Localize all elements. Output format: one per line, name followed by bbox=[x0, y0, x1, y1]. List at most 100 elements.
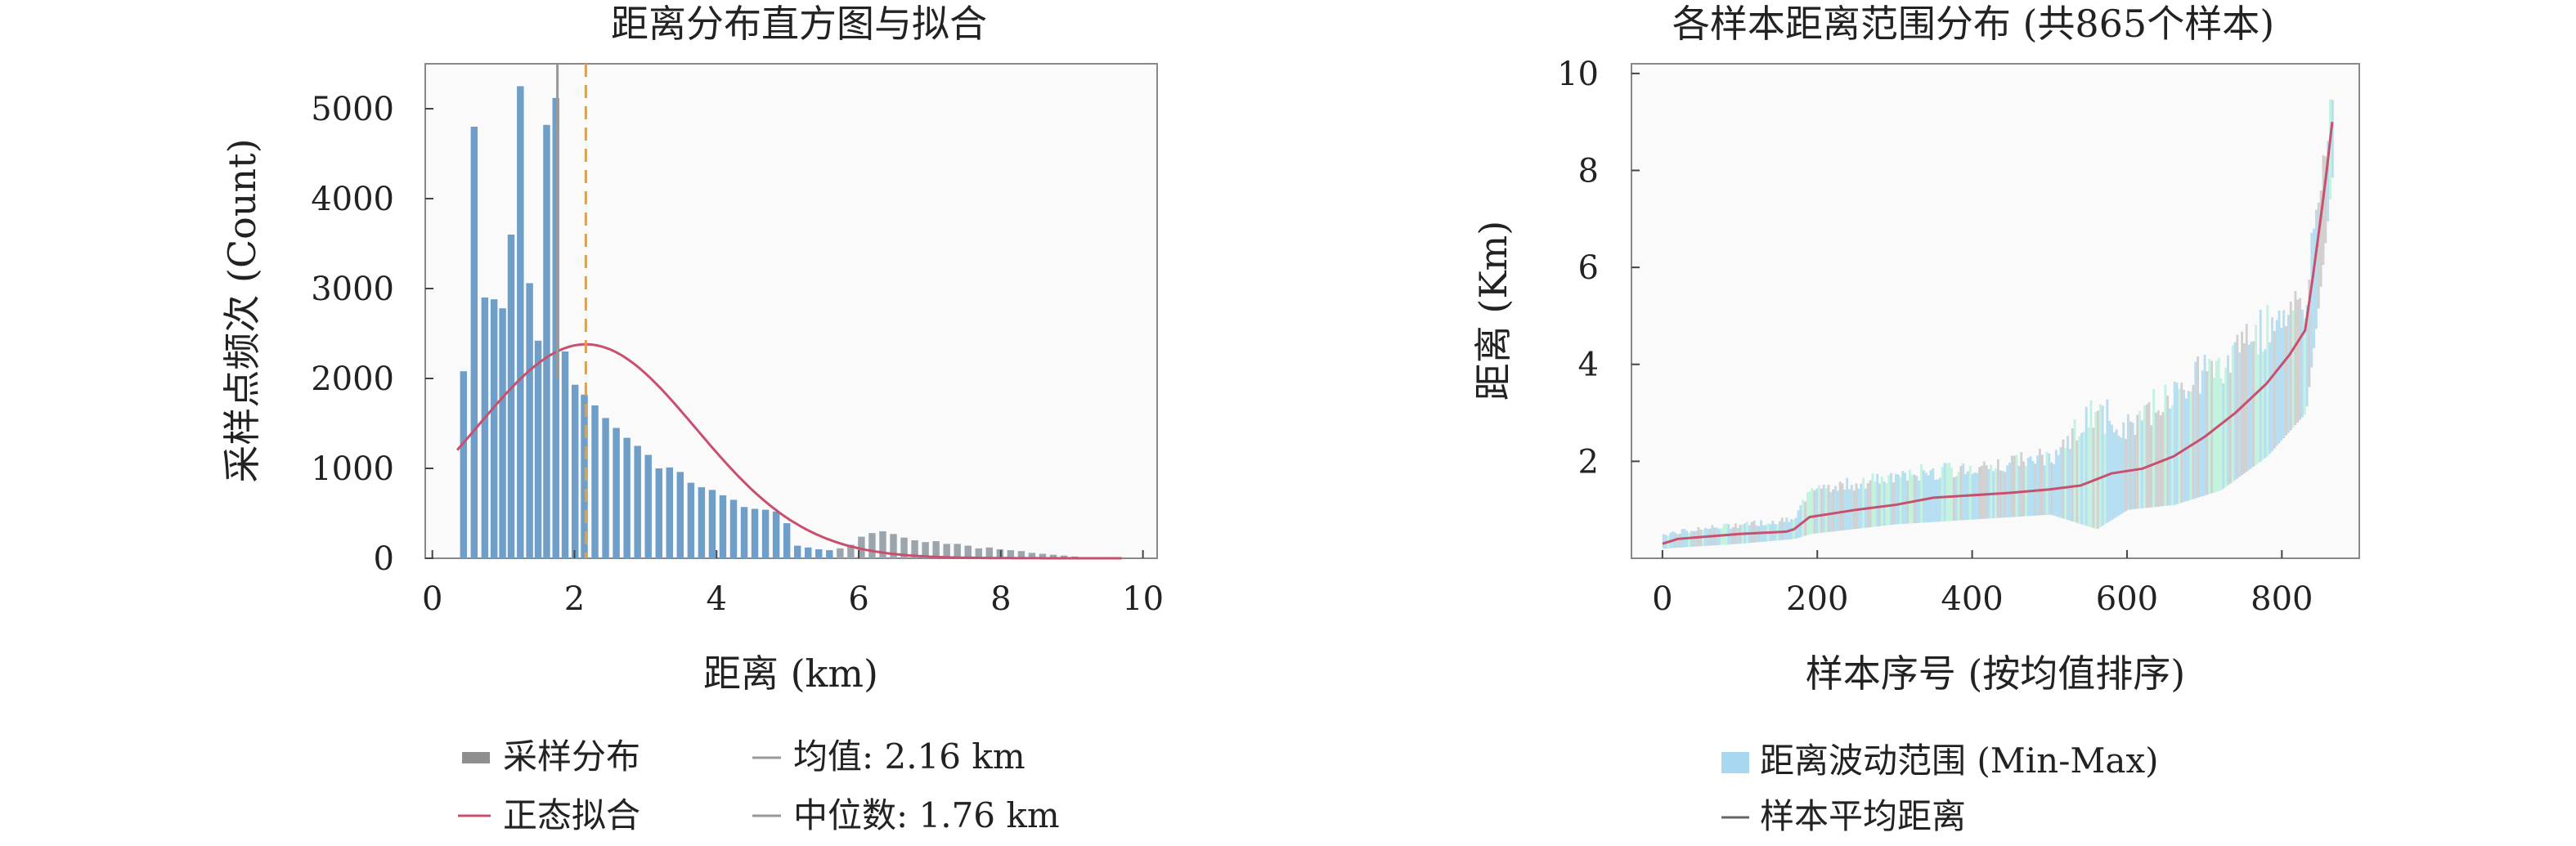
range-band-segment bbox=[1688, 532, 1690, 548]
range-band-segment bbox=[2219, 378, 2223, 490]
range-band-segment bbox=[2308, 280, 2311, 387]
range-band-segment bbox=[2141, 420, 2143, 508]
range-band-segment bbox=[2203, 355, 2206, 496]
range-band-segment bbox=[2145, 404, 2148, 508]
range-band-segment bbox=[1948, 463, 1951, 521]
histogram-bar-37 bbox=[837, 548, 844, 558]
range-band-segment bbox=[1869, 480, 1872, 528]
range-band-segment bbox=[1836, 490, 1839, 531]
range-band-segment bbox=[1678, 534, 1681, 548]
histogram-bar-48 bbox=[954, 544, 961, 558]
range-ytick-label-2: 2 bbox=[1578, 443, 1599, 481]
range-band-segment bbox=[2103, 433, 2107, 525]
range-band-segment bbox=[2073, 419, 2076, 522]
histogram-bar-47 bbox=[943, 544, 950, 558]
histogram-ytick-label-3000: 3000 bbox=[311, 271, 394, 308]
range-band-segment bbox=[1959, 466, 1963, 521]
histogram-bar-43 bbox=[900, 537, 908, 558]
range-band-segment bbox=[2197, 356, 2200, 498]
histogram-bar-10 bbox=[552, 97, 559, 559]
range-band-segment bbox=[2094, 411, 2098, 529]
range-band-segment bbox=[2322, 154, 2325, 266]
histogram-bar-42 bbox=[890, 534, 897, 558]
range-band-segment bbox=[1954, 476, 1958, 521]
range-band-segment bbox=[1990, 464, 1993, 519]
range-band-segment bbox=[1802, 499, 1805, 537]
range-band-segment bbox=[2161, 412, 2165, 507]
range-band-segment bbox=[1938, 477, 1941, 522]
range-ylabel: 距离 (Km) bbox=[1471, 221, 1515, 401]
range-band-segment bbox=[2294, 291, 2297, 426]
histogram-bar-4 bbox=[499, 308, 506, 558]
range-band-segment bbox=[1878, 483, 1881, 526]
range-band-segment bbox=[2006, 465, 2009, 517]
range-band-segment bbox=[2252, 341, 2255, 467]
histogram-xtick-label-2: 2 bbox=[564, 580, 585, 618]
range-band-segment bbox=[2087, 427, 2090, 527]
range-band-segment bbox=[1920, 464, 1923, 523]
histogram-bar-22 bbox=[676, 472, 684, 558]
range-ytick-label-10: 10 bbox=[1557, 56, 1599, 93]
histogram-bar-39 bbox=[858, 536, 865, 558]
histogram-bar-21 bbox=[666, 467, 673, 558]
histogram-ylabel: 采样点频次 (Count) bbox=[220, 138, 264, 482]
range-xlabel: 样本序号 (按均值排序) bbox=[1806, 651, 2186, 696]
range-band-segment bbox=[1981, 465, 1983, 519]
range-band-segment bbox=[1950, 468, 1953, 521]
legend-line-label: 样本平均距离 bbox=[1760, 796, 1966, 836]
range-band-segment bbox=[2319, 190, 2322, 287]
range-band-segment bbox=[1892, 482, 1895, 525]
range-band-segment bbox=[2040, 454, 2044, 516]
range-band-segment bbox=[2259, 309, 2262, 462]
histogram-ticks: 0 2 4 6 8 10 0 1000 2000 3000 4000 5000 bbox=[311, 91, 1164, 618]
histogram-bar-57 bbox=[1049, 554, 1057, 558]
range-band-segment bbox=[2078, 436, 2081, 524]
histogram-bar-29 bbox=[751, 508, 759, 558]
range-ticks: 0 200 400 600 800 2 4 6 8 10 bbox=[1557, 56, 2313, 618]
range-band-segment bbox=[2173, 381, 2176, 505]
range-band-segment bbox=[2156, 410, 2160, 507]
range-band-segment bbox=[2097, 410, 2099, 529]
range-band-segment bbox=[2317, 202, 2320, 309]
histogram-bar-3 bbox=[490, 299, 498, 558]
range-band-segment bbox=[1866, 483, 1869, 528]
range-band-segment bbox=[1662, 534, 1665, 549]
range-band-segment bbox=[2089, 400, 2093, 528]
range-band-segment bbox=[2257, 354, 2260, 463]
range-band-segment bbox=[1778, 521, 1781, 540]
range-band-segment bbox=[2057, 454, 2060, 517]
legend-hist-label: 采样分布 bbox=[503, 736, 640, 777]
histogram-bar-16 bbox=[613, 427, 620, 558]
histogram-bar-31 bbox=[772, 511, 780, 558]
range-band-segment bbox=[2045, 451, 2049, 515]
histogram-bar-54 bbox=[1017, 551, 1025, 558]
range-band-segment bbox=[2199, 393, 2201, 497]
histogram-xtick-label-4: 4 bbox=[707, 580, 727, 618]
range-band-segment bbox=[2222, 383, 2225, 489]
range-band-segment bbox=[2245, 324, 2248, 472]
range-band-segment bbox=[2178, 388, 2181, 504]
range-band-segment bbox=[1996, 459, 1999, 518]
range-band-segment bbox=[2098, 404, 2102, 528]
histogram-bars bbox=[460, 86, 1079, 559]
histogram-bar-2 bbox=[481, 298, 489, 558]
range-band-segment bbox=[2026, 458, 2030, 517]
range-band-segment bbox=[2064, 447, 2067, 520]
range-ytick-label-4: 4 bbox=[1578, 347, 1599, 384]
range-band-segment bbox=[1936, 479, 1939, 522]
range-band-segment bbox=[1932, 468, 1935, 522]
range-band-segment bbox=[1880, 477, 1883, 526]
range-band-segment bbox=[1838, 481, 1842, 531]
range-band-segment bbox=[1929, 470, 1932, 522]
range-band-segment bbox=[1824, 488, 1828, 533]
range-band-segment bbox=[1941, 467, 1944, 521]
histogram-bar-14 bbox=[591, 405, 599, 558]
range-band-segment bbox=[2138, 410, 2141, 509]
range-band-segment bbox=[2289, 302, 2292, 431]
normal-fit-curve bbox=[456, 342, 1122, 560]
histogram-bar-56 bbox=[1039, 553, 1047, 558]
range-band-segment bbox=[1901, 471, 1905, 524]
range-band-segment bbox=[1934, 480, 1937, 522]
histogram-bar-32 bbox=[783, 523, 791, 558]
histogram-bar-19 bbox=[644, 454, 652, 558]
